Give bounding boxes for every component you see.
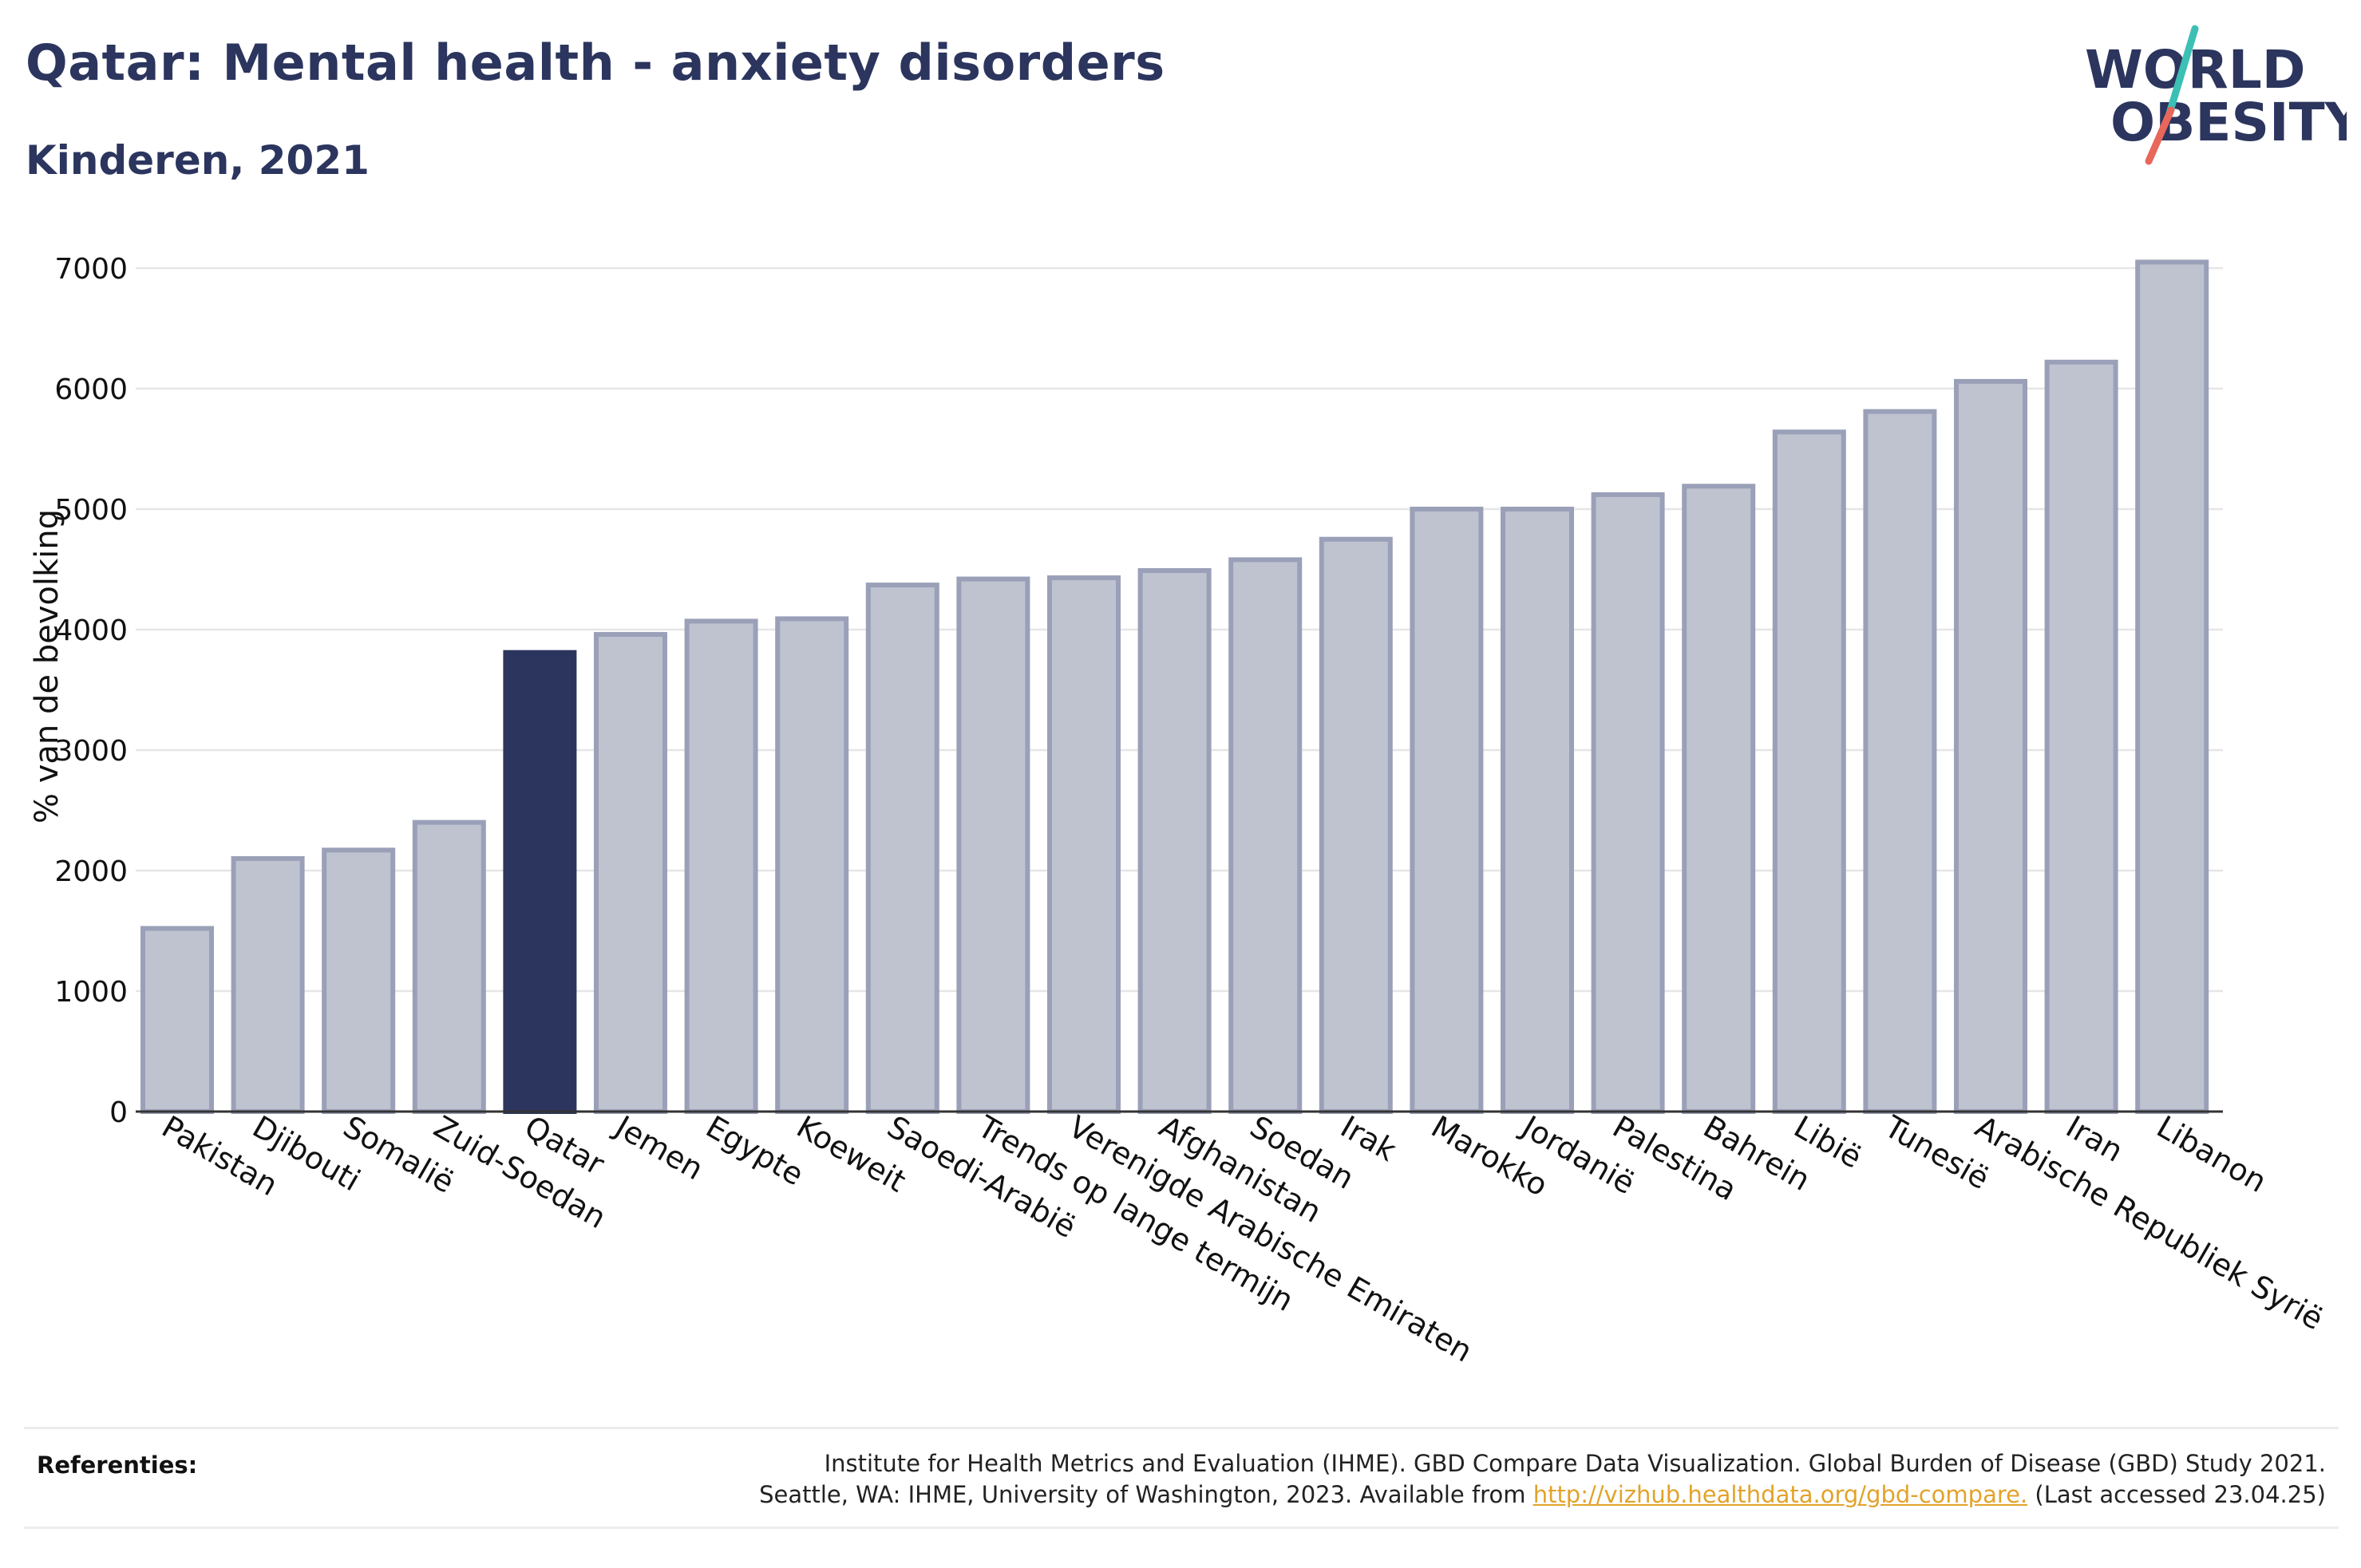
- x-tick-label: Libanon: [2151, 1109, 2272, 1199]
- y-tick-label: 2000: [54, 855, 128, 888]
- bar-koeweit: [775, 616, 849, 1114]
- page-subtitle: Kinderen, 2021: [26, 137, 370, 184]
- bar-pakistan: [140, 926, 214, 1114]
- bar-trends-op-lange-termijn: [956, 576, 1030, 1114]
- bar-marokko: [1410, 507, 1484, 1114]
- bar-jemen: [594, 632, 667, 1114]
- x-tick-label: Arabische Republiek Syrië: [1970, 1109, 2330, 1337]
- bar-chart: 0 1000 2000 3000 4000 5000 6000 7000 PakistanDj…: [29, 253, 2330, 1369]
- references-line-2: Seattle, WA: IHME, University of Washing…: [759, 1479, 2326, 1511]
- y-tick-label: 0: [109, 1096, 128, 1129]
- references-line-2-before: Seattle, WA: IHME, University of Washing…: [759, 1481, 1526, 1508]
- bar-djibouti: [231, 855, 305, 1115]
- bar-iran: [2044, 359, 2118, 1114]
- bar-irak: [1319, 536, 1393, 1114]
- references-line-1: Institute for Health Metrics and Evaluat…: [824, 1450, 2326, 1477]
- y-axis-label: % van de bevolking: [29, 509, 65, 823]
- references-box: Referenties: Institute for Health Metric…: [24, 1427, 2339, 1529]
- bar-arabische-republiek-syri-: [1954, 378, 2027, 1114]
- page-title: Qatar: Mental health - anxiety disorders: [26, 34, 1165, 92]
- bar-egypte: [684, 618, 758, 1114]
- y-tick-label: 5000: [54, 494, 128, 527]
- bar-bahrein: [1682, 484, 1756, 1114]
- logo-text-obesity: OBESITY: [2110, 92, 2347, 153]
- bar-tunesi-: [1863, 409, 1937, 1114]
- references-text: Institute for Health Metrics and Evaluat…: [759, 1448, 2326, 1511]
- y-tick-label: 3000: [54, 735, 128, 768]
- x-axis-ticks: PakistanDjiboutiSomaliëZuid-SoedanQatarJ…: [156, 1108, 2330, 1369]
- y-tick-label: 7000: [54, 253, 128, 286]
- logo-slash-bottom: [2145, 106, 2175, 165]
- bar-zuid-soedan: [412, 820, 486, 1114]
- bar-palestina: [1591, 492, 1665, 1114]
- bar-saoedi-arabi-: [865, 583, 939, 1114]
- y-axis-ticks: 0 1000 2000 3000 4000 5000 6000 7000: [54, 253, 128, 1129]
- bar-somali-: [322, 847, 396, 1114]
- references-label: Referenties:: [37, 1451, 198, 1479]
- world-obesity-logo: WORLD OBESITY: [2085, 25, 2347, 165]
- bar-afghanistan: [1137, 568, 1212, 1114]
- x-tick-label: Egypte: [700, 1109, 809, 1193]
- bar-qatar: [503, 650, 577, 1114]
- references-link[interactable]: http://vizhub.healthdata.org/gbd-compare…: [1532, 1481, 2028, 1508]
- bars: [140, 259, 2209, 1115]
- y-tick-label: 1000: [54, 976, 128, 1009]
- bar-jordani-: [1501, 507, 1574, 1114]
- bar-verenigde-arabische-emiraten: [1047, 575, 1121, 1114]
- x-tick-label: Tunesië: [1878, 1108, 1995, 1196]
- bar-libanon: [2135, 259, 2209, 1115]
- logo-slash-top: [2165, 25, 2199, 117]
- logo-text-world: WORLD: [2085, 39, 2306, 101]
- bar-soedan: [1228, 557, 1303, 1114]
- references-line-2-after: (Last accessed 23.04.25): [2035, 1481, 2326, 1508]
- y-tick-label: 4000: [54, 614, 128, 647]
- x-tick-label: Jemen: [608, 1108, 710, 1187]
- y-tick-label: 6000: [54, 373, 128, 406]
- bar-libi-: [1772, 429, 1846, 1114]
